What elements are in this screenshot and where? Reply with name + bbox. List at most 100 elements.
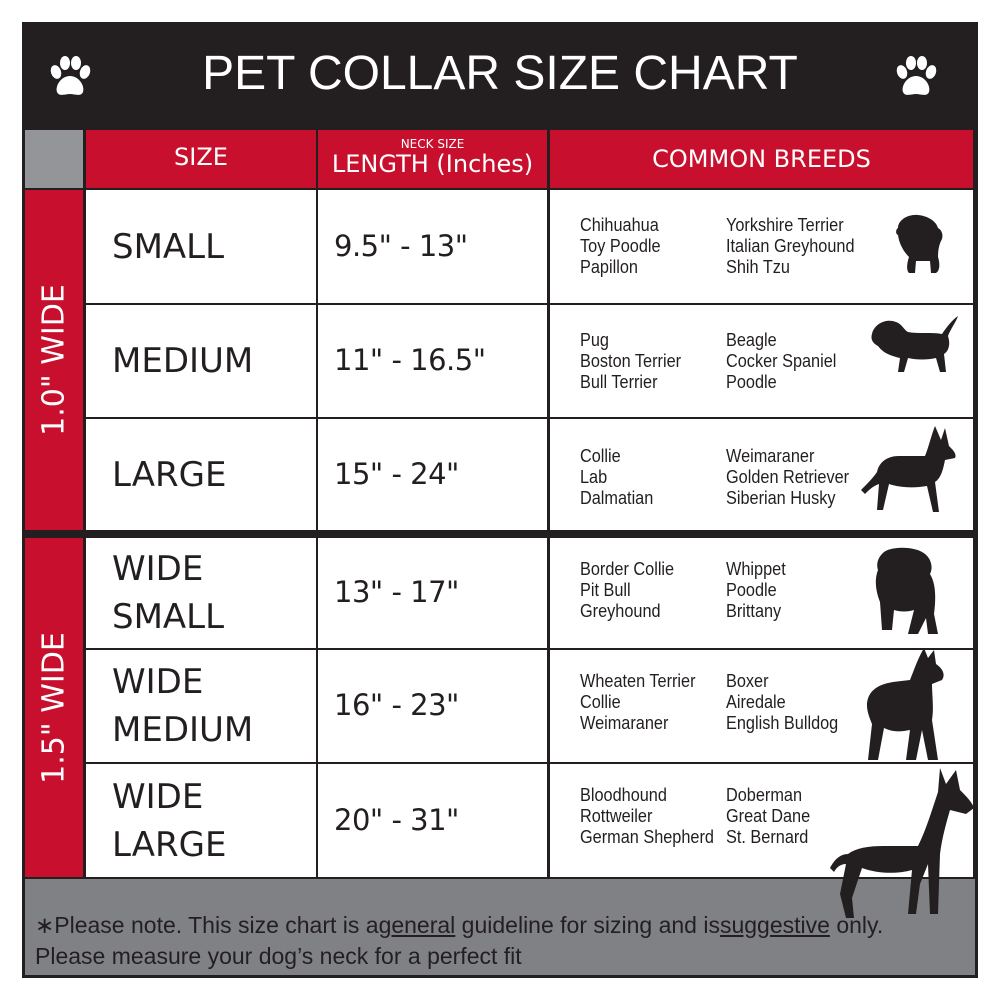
paw-icon (50, 56, 91, 95)
breed-name: Boston Terrier (580, 350, 682, 371)
header-length: NECK SIZE LENGTH (Inches) (318, 130, 547, 188)
header-size: SIZE (86, 130, 316, 188)
breeds-list-a: Pug Boston Terrier Bull Terrier (580, 329, 681, 392)
length-value: 9.5" - 13" (334, 228, 468, 263)
breed-name: Dalmatian (580, 487, 654, 508)
breed-name: Shih Tzu (726, 256, 790, 277)
breed-name: Bull Terrier (580, 371, 658, 392)
breed-name: Siberian Husky (726, 487, 836, 508)
size-label-line: LARGE (112, 454, 227, 495)
size-cell (86, 419, 316, 530)
breed-name: Rottweiler (580, 805, 653, 826)
breed-name: Cocker Spaniel (726, 350, 837, 371)
size-label: WIDE LARGE (112, 773, 226, 869)
breeds-list-a: Chihuahua Toy Poodle Papillon (580, 214, 661, 277)
breed-name: Weimaraner (726, 445, 815, 466)
breed-name: Lab (580, 466, 608, 487)
length-cell (318, 190, 547, 303)
breed-name: Collie (580, 445, 621, 466)
footer-text: guideline for sizing and is (455, 912, 720, 938)
dog-silhouette-icon-5 (866, 648, 944, 760)
breed-name: Poodle (726, 579, 777, 600)
size-cell (86, 764, 316, 877)
size-label-line: SMALL (112, 226, 225, 267)
breed-name: Collie (580, 691, 621, 712)
size-label-line: MEDIUM (112, 710, 254, 750)
length-cell (318, 764, 547, 877)
size-label-line: MEDIUM (112, 341, 254, 381)
size-label-line: WIDE (112, 549, 204, 589)
size-cell (86, 305, 316, 417)
dog-silhouette-icon-1 (896, 214, 943, 273)
paw-icon (896, 56, 937, 95)
length-cell (318, 305, 547, 417)
length-cell (318, 650, 547, 762)
breeds-list-b: Weimaraner Golden Retriever Siberian Husky (726, 445, 849, 508)
size-cell (86, 538, 316, 648)
size-cell (86, 650, 316, 762)
corner-cell (25, 130, 83, 188)
size-label-line: SMALL (112, 597, 225, 637)
breeds-list-b: Doberman Great Dane St. Bernard (726, 784, 810, 847)
dog-silhouette-icon-4 (875, 547, 938, 634)
breed-name: Beagle (726, 329, 777, 350)
breed-name: Airedale (726, 691, 786, 712)
breed-name: Weimaraner (580, 712, 669, 733)
breed-name: Border Collie (580, 558, 675, 579)
length-value: 15" - 24" (334, 456, 459, 491)
breed-name: Bloodhound (580, 784, 667, 805)
breed-name: Golden Retriever (726, 466, 850, 487)
group-label-text: 1.5" WIDE (36, 631, 72, 784)
breeds-list-a: Collie Lab Dalmatian (580, 445, 653, 508)
footer-underlined-general: general (378, 912, 456, 938)
breeds-list-b: Yorkshire Terrier Italian Greyhound Shih T… (726, 214, 855, 277)
breed-name: Yorkshire Terrier (726, 214, 844, 235)
size-label-line: WIDE (112, 662, 204, 702)
breed-name: Papillon (580, 256, 638, 277)
breed-name: Chihuahua (580, 214, 659, 235)
breed-name: Poodle (726, 371, 777, 392)
breed-name: Toy Poodle (580, 235, 661, 256)
dog-silhouette-icon-2 (871, 316, 958, 372)
header-length-top: NECK SIZE (400, 137, 465, 151)
breeds-list-a: Wheaten Terrier Collie Weimaraner (580, 670, 696, 733)
breed-name: Greyhound (580, 600, 661, 621)
header-length-label: LENGTH (Inches) (331, 150, 534, 178)
breed-name: Pit Bull (580, 579, 631, 600)
length-value: 11" - 16.5" (334, 343, 486, 377)
footer-text: only. (829, 912, 884, 938)
size-label: WIDE MEDIUM (112, 658, 253, 754)
length-cell (318, 419, 547, 530)
breed-name: Whippet (726, 558, 786, 579)
breed-name: Pug (580, 329, 609, 350)
breed-name: Wheaten Terrier (580, 670, 696, 691)
breed-name: Doberman (726, 784, 803, 805)
breed-name: German Shepherd (580, 826, 714, 847)
breeds-list-a: Bloodhound Rottweiler German Shepherd (580, 784, 714, 847)
size-label: MEDIUM (112, 337, 253, 385)
footer-text: ∗Please note. This size chart is a (35, 912, 379, 938)
group-label-1: 1.0" WIDE (25, 190, 83, 530)
title-band: PET COLLAR SIZE CHART (22, 22, 978, 128)
dog-silhouette-icon-3 (861, 426, 956, 512)
breeds-list-a: Border Collie Pit Bull Greyhound (580, 558, 674, 621)
size-label: LARGE (112, 451, 226, 499)
group-label-2: 1.5" WIDE (25, 538, 83, 877)
breed-name: Boxer (726, 670, 769, 691)
length-value: 16" - 23" (334, 688, 459, 722)
header-breeds: COMMON BREEDS (550, 130, 973, 188)
breed-name: English Bulldog (726, 712, 839, 733)
page-title: PET COLLAR SIZE CHART (202, 47, 798, 100)
footer-line-2: Please measure your dog’s neck for a per… (35, 943, 522, 969)
breeds-list-b: Whippet Poodle Brittany (726, 558, 786, 621)
size-label: SMALL (112, 223, 224, 271)
size-label-line: LARGE (112, 824, 227, 865)
length-cell (318, 538, 547, 648)
group-label-text: 1.0" WIDE (36, 284, 72, 436)
length-value: 20" - 31" (334, 802, 459, 837)
breeds-list-b: Beagle Cocker Spaniel Poodle (726, 329, 836, 392)
breed-name: St. Bernard (726, 826, 809, 847)
breed-name: Brittany (726, 600, 782, 621)
size-label-line: WIDE (112, 776, 204, 817)
footer-note: ∗Please note. This size chart is agenera… (25, 879, 975, 975)
